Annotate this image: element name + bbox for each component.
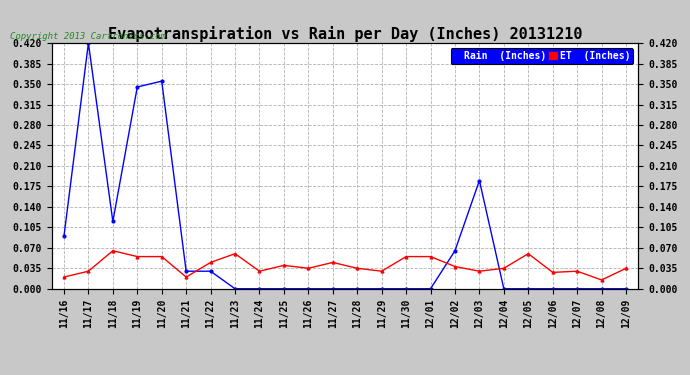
- Text: Copyright 2013 Cartronics.com: Copyright 2013 Cartronics.com: [10, 32, 166, 41]
- Title: Evapotranspiration vs Rain per Day (Inches) 20131210: Evapotranspiration vs Rain per Day (Inch…: [108, 26, 582, 42]
- Legend: Rain  (Inches), ET  (Inches): Rain (Inches), ET (Inches): [451, 48, 633, 64]
